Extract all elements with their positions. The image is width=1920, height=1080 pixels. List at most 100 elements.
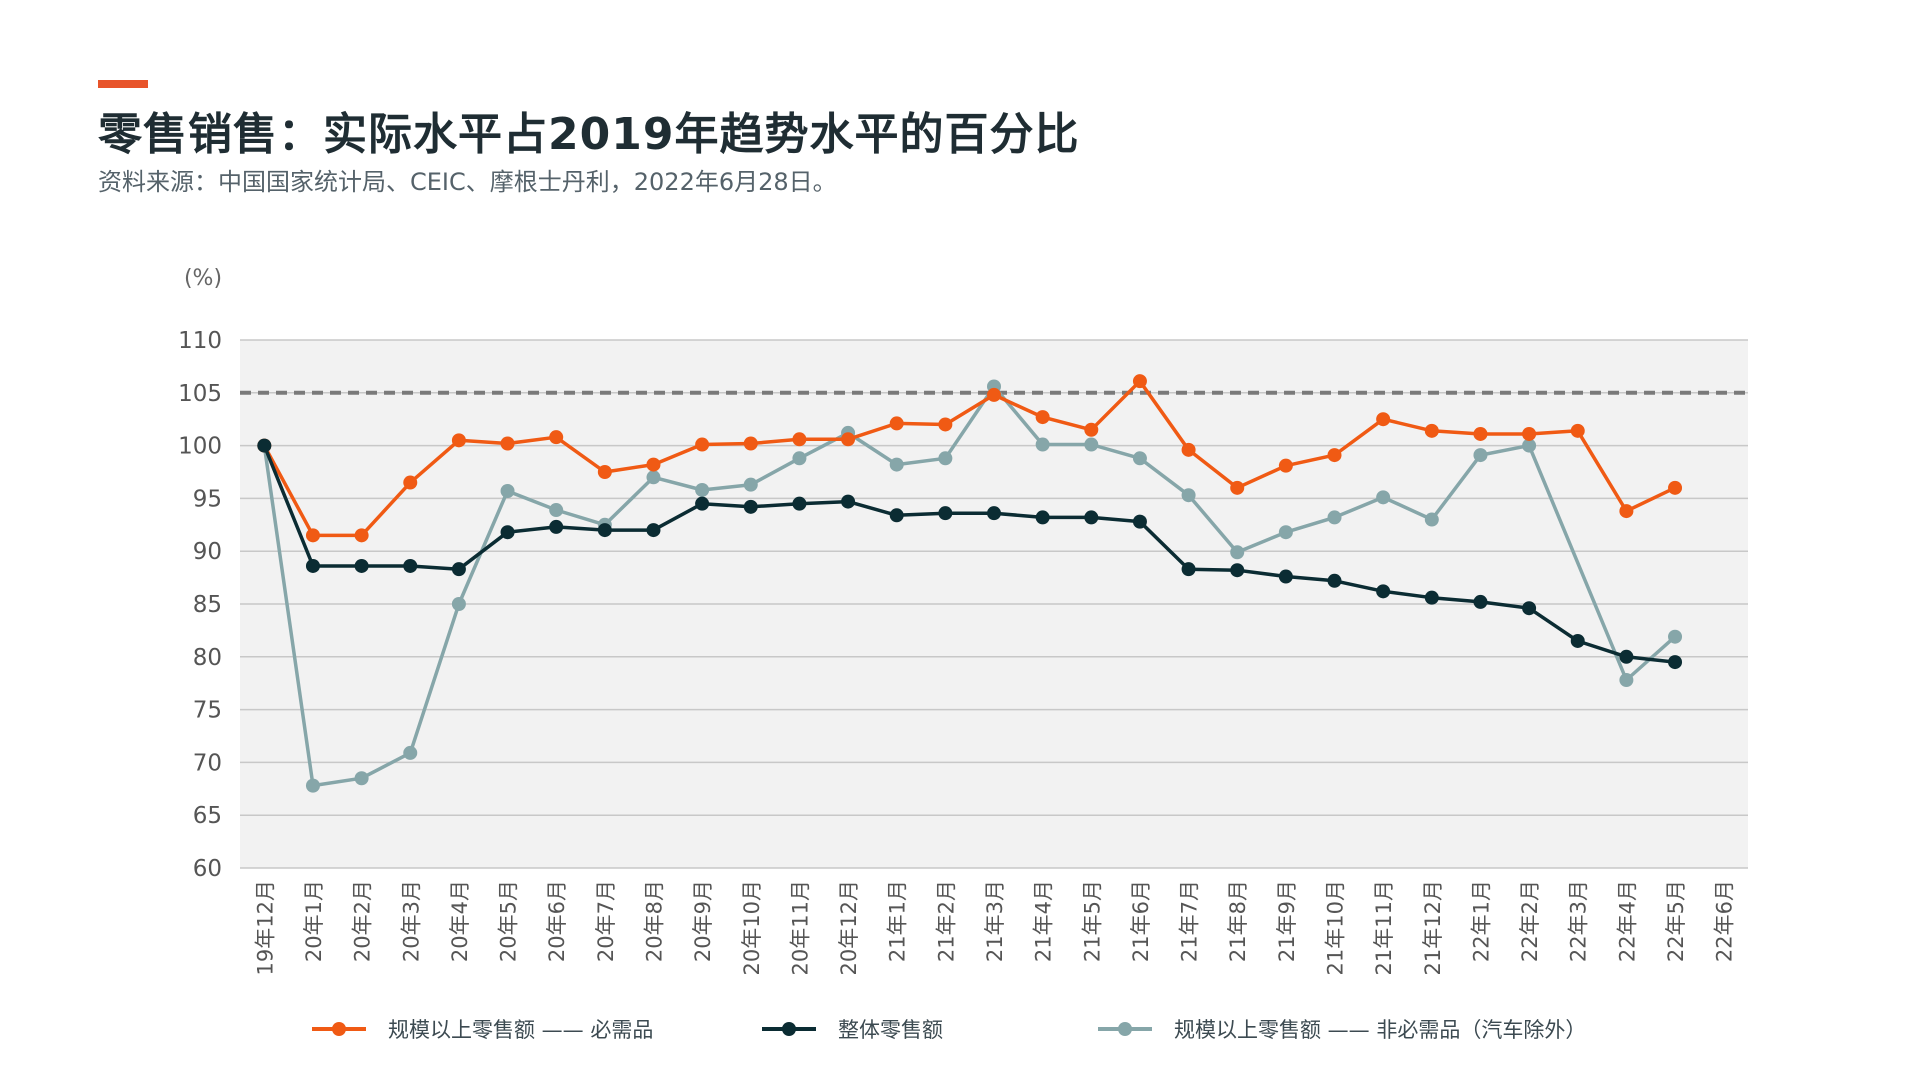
legend-swatch-overall (762, 1022, 816, 1036)
data-point-series-0 (1424, 423, 1439, 438)
x-tick-label: 20年5月 (497, 880, 521, 962)
data-point-series-1 (1230, 563, 1245, 578)
x-tick-label: 21年5月 (1080, 880, 1104, 962)
data-point-series-1 (1522, 601, 1537, 616)
data-point-series-0 (841, 432, 856, 447)
legend-item-overall: 整体零售额 (762, 1012, 943, 1046)
x-tick-label: 21年2月 (934, 880, 958, 962)
data-point-series-0 (646, 457, 661, 472)
chart-source-note: 资料来源：中国国家统计局、CEIC、摩根士丹利，2022年6月28日。 (98, 168, 837, 196)
data-point-series-2 (1084, 437, 1099, 452)
data-point-series-2 (1668, 629, 1683, 644)
data-point-series-1 (1619, 649, 1634, 664)
x-tick-label: 22年4月 (1615, 880, 1639, 962)
data-point-series-2 (1035, 437, 1050, 452)
data-point-series-0 (938, 417, 953, 432)
legend-item-discretionary: 规模以上零售额 —— 非必需品（汽车除外） (1098, 1012, 1586, 1046)
data-point-series-1 (451, 562, 466, 577)
data-point-series-0 (1278, 458, 1293, 473)
data-point-series-0 (403, 475, 418, 490)
data-point-series-2 (1181, 488, 1196, 503)
data-point-series-1 (646, 523, 661, 538)
x-tick-label: 20年11月 (788, 880, 812, 975)
data-point-series-2 (1278, 525, 1293, 540)
x-tick-label: 21年9月 (1275, 880, 1299, 962)
data-point-series-2 (1473, 448, 1488, 463)
data-point-series-1 (500, 525, 515, 540)
y-tick-label: 95 (193, 486, 222, 512)
data-point-series-0 (549, 430, 564, 445)
x-tick-label: 21年11月 (1372, 880, 1396, 975)
data-point-series-2 (403, 745, 418, 760)
data-point-series-0 (451, 433, 466, 448)
x-tick-label: 22年2月 (1518, 880, 1542, 962)
data-point-series-2 (1376, 490, 1391, 505)
data-point-series-0 (1668, 480, 1683, 495)
data-point-series-1 (889, 508, 904, 523)
data-point-series-0 (1570, 423, 1585, 438)
y-tick-label: 90 (193, 539, 222, 565)
data-point-series-2 (451, 597, 466, 611)
series-line-1 (262, 444, 1676, 664)
data-point-series-0 (1327, 448, 1342, 463)
chart-legend: 规模以上零售额 —— 必需品 整体零售额 规模以上零售额 —— 非必需品（汽车除… (0, 1012, 1920, 1046)
data-point-series-2 (1132, 451, 1147, 466)
data-point-series-1 (1035, 510, 1050, 525)
legend-item-necessities: 规模以上零售额 —— 必需品 (312, 1012, 653, 1046)
x-tick-label: 20年8月 (642, 880, 666, 962)
data-point-series-0 (1035, 410, 1050, 425)
data-point-series-0 (1522, 426, 1537, 441)
x-tick-label: 20年6月 (545, 880, 569, 962)
x-tick-label: 21年6月 (1129, 880, 1153, 962)
x-tick-label: 22年5月 (1664, 880, 1688, 962)
data-point-series-2 (646, 470, 661, 485)
data-point-series-0 (695, 437, 710, 452)
data-point-series-0 (1181, 442, 1196, 457)
x-tick-label: 19年12月 (253, 880, 277, 975)
x-tick-label: 20年1月 (302, 880, 326, 962)
data-point-series-1 (938, 506, 953, 521)
y-tick-label: 70 (193, 750, 222, 776)
y-tick-label: 105 (178, 381, 222, 407)
data-point-series-1 (257, 438, 272, 453)
data-point-series-2 (743, 477, 758, 492)
data-point-series-1 (403, 558, 418, 573)
data-point-series-1 (792, 496, 807, 511)
y-tick-label: 60 (193, 856, 222, 882)
data-point-series-2 (1424, 512, 1439, 527)
data-point-series-2 (500, 484, 515, 499)
data-point-series-1 (549, 519, 564, 534)
x-tick-label: 21年3月 (983, 880, 1007, 962)
legend-swatch-necessities (312, 1022, 366, 1036)
data-point-series-1 (1668, 655, 1683, 670)
x-tick-label: 22年6月 (1713, 880, 1737, 962)
data-point-series-1 (743, 499, 758, 514)
chart-title: 零售销售：实际水平占2019年趋势水平的百分比 (98, 109, 1080, 160)
data-point-series-1 (1084, 510, 1099, 525)
x-tick-label: 20年2月 (351, 880, 375, 962)
data-point-series-2 (695, 482, 710, 497)
legend-label-necessities: 规模以上零售额 —— 必需品 (388, 1018, 654, 1042)
data-point-series-0 (354, 528, 369, 543)
x-tick-label: 21年1月 (886, 880, 910, 962)
x-tick-label: 20年7月 (594, 880, 618, 962)
y-tick-label: 110 (178, 328, 222, 354)
data-point-series-0 (1376, 412, 1391, 427)
data-point-series-2 (1522, 438, 1537, 453)
data-point-series-2 (792, 451, 807, 466)
data-point-series-1 (1570, 633, 1585, 648)
data-point-series-2 (1230, 545, 1245, 560)
x-tick-label: 20年10月 (740, 880, 764, 975)
data-point-series-1 (1473, 594, 1488, 609)
x-tick-label: 20年3月 (399, 880, 423, 962)
y-tick-label: 80 (193, 645, 222, 671)
data-point-series-1 (841, 494, 856, 509)
data-point-series-0 (1084, 422, 1099, 437)
y-tick-label: 85 (193, 592, 222, 618)
data-point-series-1 (1278, 569, 1293, 584)
data-point-series-0 (889, 416, 904, 431)
y-axis-label: (%) (184, 266, 222, 291)
data-point-series-0 (743, 436, 758, 451)
y-tick-label: 65 (193, 803, 222, 829)
